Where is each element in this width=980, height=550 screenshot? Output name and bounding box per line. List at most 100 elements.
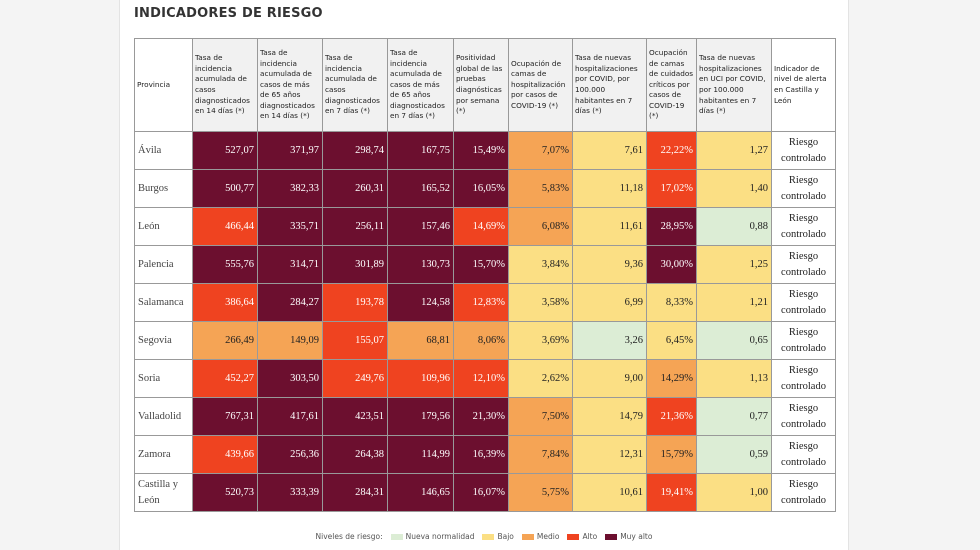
indicator-cell: 6,45%	[646, 321, 697, 360]
column-header: Tasa de nuevas hospitalizaciones por COV…	[572, 38, 647, 132]
indicator-cell: 555,76	[192, 245, 258, 284]
indicator-cell: 284,31	[322, 473, 388, 512]
legend-entry: Muy alto	[620, 532, 653, 541]
province-cell: Segovia	[134, 321, 193, 360]
indicator-cell: 260,31	[322, 169, 388, 208]
indicator-cell: 146,65	[387, 473, 454, 512]
indicator-cell: 16,07%	[453, 473, 509, 512]
province-cell: Burgos	[134, 169, 193, 208]
indicator-cell: 1,21	[696, 283, 772, 322]
table-row: Salamanca 386,64 284,27 193,78 124,58 12,83% 3…	[134, 283, 836, 322]
indicator-cell: 11,18	[572, 169, 647, 208]
indicator-cell: 417,61	[257, 397, 323, 436]
indicator-cell: 21,30%	[453, 397, 509, 436]
legend: Niveles de riesgo: Nueva normalidad Bajo Me…	[120, 532, 848, 541]
legend-swatch	[390, 534, 403, 540]
indicator-cell: 10,61	[572, 473, 647, 512]
indicator-cell: 3,69%	[508, 321, 573, 360]
indicator-cell: 165,52	[387, 169, 454, 208]
indicator-cell: 109,96	[387, 359, 454, 398]
table-row: Castilla y León 520,73 333,39 284,31 146,65 1…	[134, 473, 836, 512]
indicator-cell: 1,25	[696, 245, 772, 284]
indicator-cell: 1,27	[696, 131, 772, 170]
table-row: Segovia 266,49 149,09 155,07 68,81 8,06% 3,69%…	[134, 321, 836, 360]
province-cell: Salamanca	[134, 283, 193, 322]
table-body: Ávila 527,07 371,97 298,74 167,75 15,49% 7,07%…	[134, 131, 836, 512]
indicator-cell: 301,89	[322, 245, 388, 284]
column-header: Ocupación de camas de cuidados críticos …	[646, 38, 697, 132]
legend-entry: Bajo	[497, 532, 514, 541]
indicator-cell: 520,73	[192, 473, 258, 512]
indicator-cell: 155,07	[322, 321, 388, 360]
indicator-cell: 314,71	[257, 245, 323, 284]
indicator-cell: 1,40	[696, 169, 772, 208]
indicator-cell: 7,07%	[508, 131, 573, 170]
risk-table: Provincia Tasa de incidencia acumulada de…	[134, 38, 836, 512]
indicator-cell: 1,00	[696, 473, 772, 512]
legend-swatch	[605, 534, 618, 540]
indicator-cell: 2,62%	[508, 359, 573, 398]
indicator-cell: 256,11	[322, 207, 388, 246]
indicator-cell: 14,79	[572, 397, 647, 436]
indicator-cell: 15,79%	[646, 435, 697, 474]
table-row: Palencia 555,76 314,71 301,89 130,73 15,70% 3,…	[134, 245, 836, 284]
alert-cell: Riesgo controlado	[771, 283, 836, 322]
content-panel: INDICADORES DE RIESGO Provincia Tasa de i…	[119, 0, 849, 550]
indicator-cell: 68,81	[387, 321, 454, 360]
table-row: León 466,44 335,71 256,11 157,46 14,69% 6,08% 1…	[134, 207, 836, 246]
indicator-cell: 9,36	[572, 245, 647, 284]
alert-cell: Riesgo controlado	[771, 131, 836, 170]
indicator-cell: 12,83%	[453, 283, 509, 322]
indicator-cell: 22,22%	[646, 131, 697, 170]
column-header: Provincia	[134, 38, 193, 132]
indicator-cell: 130,73	[387, 245, 454, 284]
indicator-cell: 335,71	[257, 207, 323, 246]
column-header: Tasa de incidencia acumulada de casos de…	[257, 38, 323, 132]
province-cell: Valladolid	[134, 397, 193, 436]
indicator-cell: 439,66	[192, 435, 258, 474]
indicator-cell: 5,75%	[508, 473, 573, 512]
province-cell: León	[134, 207, 193, 246]
indicator-cell: 466,44	[192, 207, 258, 246]
table-row: Ávila 527,07 371,97 298,74 167,75 15,49% 7,07%…	[134, 131, 836, 170]
indicator-cell: 15,49%	[453, 131, 509, 170]
legend-entry: Medio	[536, 532, 560, 541]
province-cell: Palencia	[134, 245, 193, 284]
indicator-cell: 527,07	[192, 131, 258, 170]
province-cell: Ávila	[134, 131, 193, 170]
indicator-cell: 6,99	[572, 283, 647, 322]
indicator-cell: 114,99	[387, 435, 454, 474]
section-title: INDICADORES DE RIESGO	[134, 6, 323, 21]
indicator-cell: 264,38	[322, 435, 388, 474]
alert-cell: Riesgo controlado	[771, 397, 836, 436]
indicator-cell: 16,39%	[453, 435, 509, 474]
indicator-cell: 303,50	[257, 359, 323, 398]
legend-label: Niveles de riesgo:	[315, 532, 383, 541]
indicator-cell: 423,51	[322, 397, 388, 436]
column-header: Tasa de incidencia acumulada de casos de…	[387, 38, 454, 132]
indicator-cell: 17,02%	[646, 169, 697, 208]
indicator-cell: 149,09	[257, 321, 323, 360]
alert-cell: Riesgo controlado	[771, 169, 836, 208]
indicator-cell: 12,31	[572, 435, 647, 474]
indicator-cell: 8,33%	[646, 283, 697, 322]
legend-swatch	[482, 534, 495, 540]
province-cell: Zamora	[134, 435, 193, 474]
indicator-cell: 0,77	[696, 397, 772, 436]
indicator-cell: 167,75	[387, 131, 454, 170]
alert-cell: Riesgo controlado	[771, 321, 836, 360]
alert-cell: Riesgo controlado	[771, 473, 836, 512]
column-header: Tasa de nuevas hospitalizaciones en UCI …	[696, 38, 772, 132]
indicator-cell: 157,46	[387, 207, 454, 246]
indicator-cell: 7,61	[572, 131, 647, 170]
indicator-cell: 1,13	[696, 359, 772, 398]
indicator-cell: 7,84%	[508, 435, 573, 474]
indicator-cell: 6,08%	[508, 207, 573, 246]
indicator-cell: 386,64	[192, 283, 258, 322]
indicator-cell: 193,78	[322, 283, 388, 322]
indicator-cell: 0,88	[696, 207, 772, 246]
indicator-cell: 3,84%	[508, 245, 573, 284]
indicator-cell: 284,27	[257, 283, 323, 322]
province-cell: Soria	[134, 359, 193, 398]
